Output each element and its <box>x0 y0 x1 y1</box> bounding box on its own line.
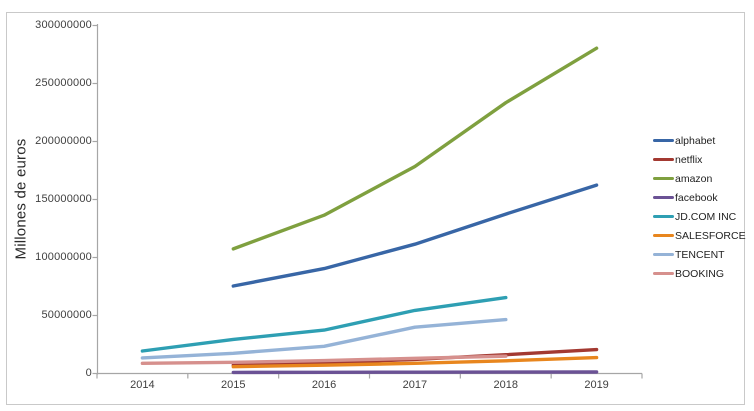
y-axis-tick-label: 50000000 <box>41 308 92 321</box>
legend-item: alphabet <box>653 131 746 150</box>
x-axis-label: 2018 <box>493 379 518 391</box>
legend-swatch <box>653 177 674 180</box>
legend-item: amazon <box>653 169 746 188</box>
legend-label: SALESFORCE <box>675 229 746 242</box>
legend-item: JD.COM INC <box>653 207 746 226</box>
chart-border <box>6 12 745 405</box>
series-line-alphabet <box>231 183 599 288</box>
legend-item: TENCENT <box>653 245 746 264</box>
series-line-jd-com-inc <box>140 295 508 353</box>
legend-swatch <box>653 158 674 161</box>
series-line-tencent <box>140 317 508 360</box>
x-axis-label: 2019 <box>584 379 609 391</box>
legend-label: netflix <box>675 153 703 166</box>
y-axis-tick-label: 100000000 <box>35 250 92 263</box>
y-axis-tick-label: 250000000 <box>35 76 92 89</box>
legend-label: alphabet <box>675 134 716 147</box>
x-axis-label: 2015 <box>221 379 246 391</box>
legend-swatch <box>653 253 674 256</box>
legend-item: SALESFORCE <box>653 226 746 245</box>
y-axis-tick-label: 300000000 <box>35 18 92 31</box>
legend-swatch <box>653 234 674 237</box>
legend-label: JD.COM INC <box>675 210 737 223</box>
legend-label: BOOKING <box>675 267 725 280</box>
legend-swatch <box>653 139 674 142</box>
series-line-booking <box>140 354 508 365</box>
legend-item: netflix <box>653 150 746 169</box>
legend-label: amazon <box>675 172 713 185</box>
x-axis-label: 2014 <box>130 379 155 391</box>
series-line-amazon <box>231 46 599 251</box>
x-axis-label: 2017 <box>402 379 428 391</box>
legend-swatch <box>653 272 674 275</box>
y-axis-tick-label: 0 <box>85 366 92 379</box>
legend-item: facebook <box>653 188 746 207</box>
legend-swatch <box>653 215 674 218</box>
y-axis-tick-label: 150000000 <box>35 192 92 205</box>
y-axis-tick-label: 200000000 <box>35 134 92 147</box>
legend-label: TENCENT <box>675 248 725 261</box>
legend-item: BOOKING <box>653 264 746 283</box>
legend-swatch <box>653 196 674 199</box>
legend: alphabet netflix amazon facebook JD.COM INC S… <box>653 131 746 283</box>
series-line-salesforce <box>231 355 599 369</box>
legend-label: facebook <box>675 191 718 204</box>
x-axis-label: 2016 <box>311 379 337 391</box>
